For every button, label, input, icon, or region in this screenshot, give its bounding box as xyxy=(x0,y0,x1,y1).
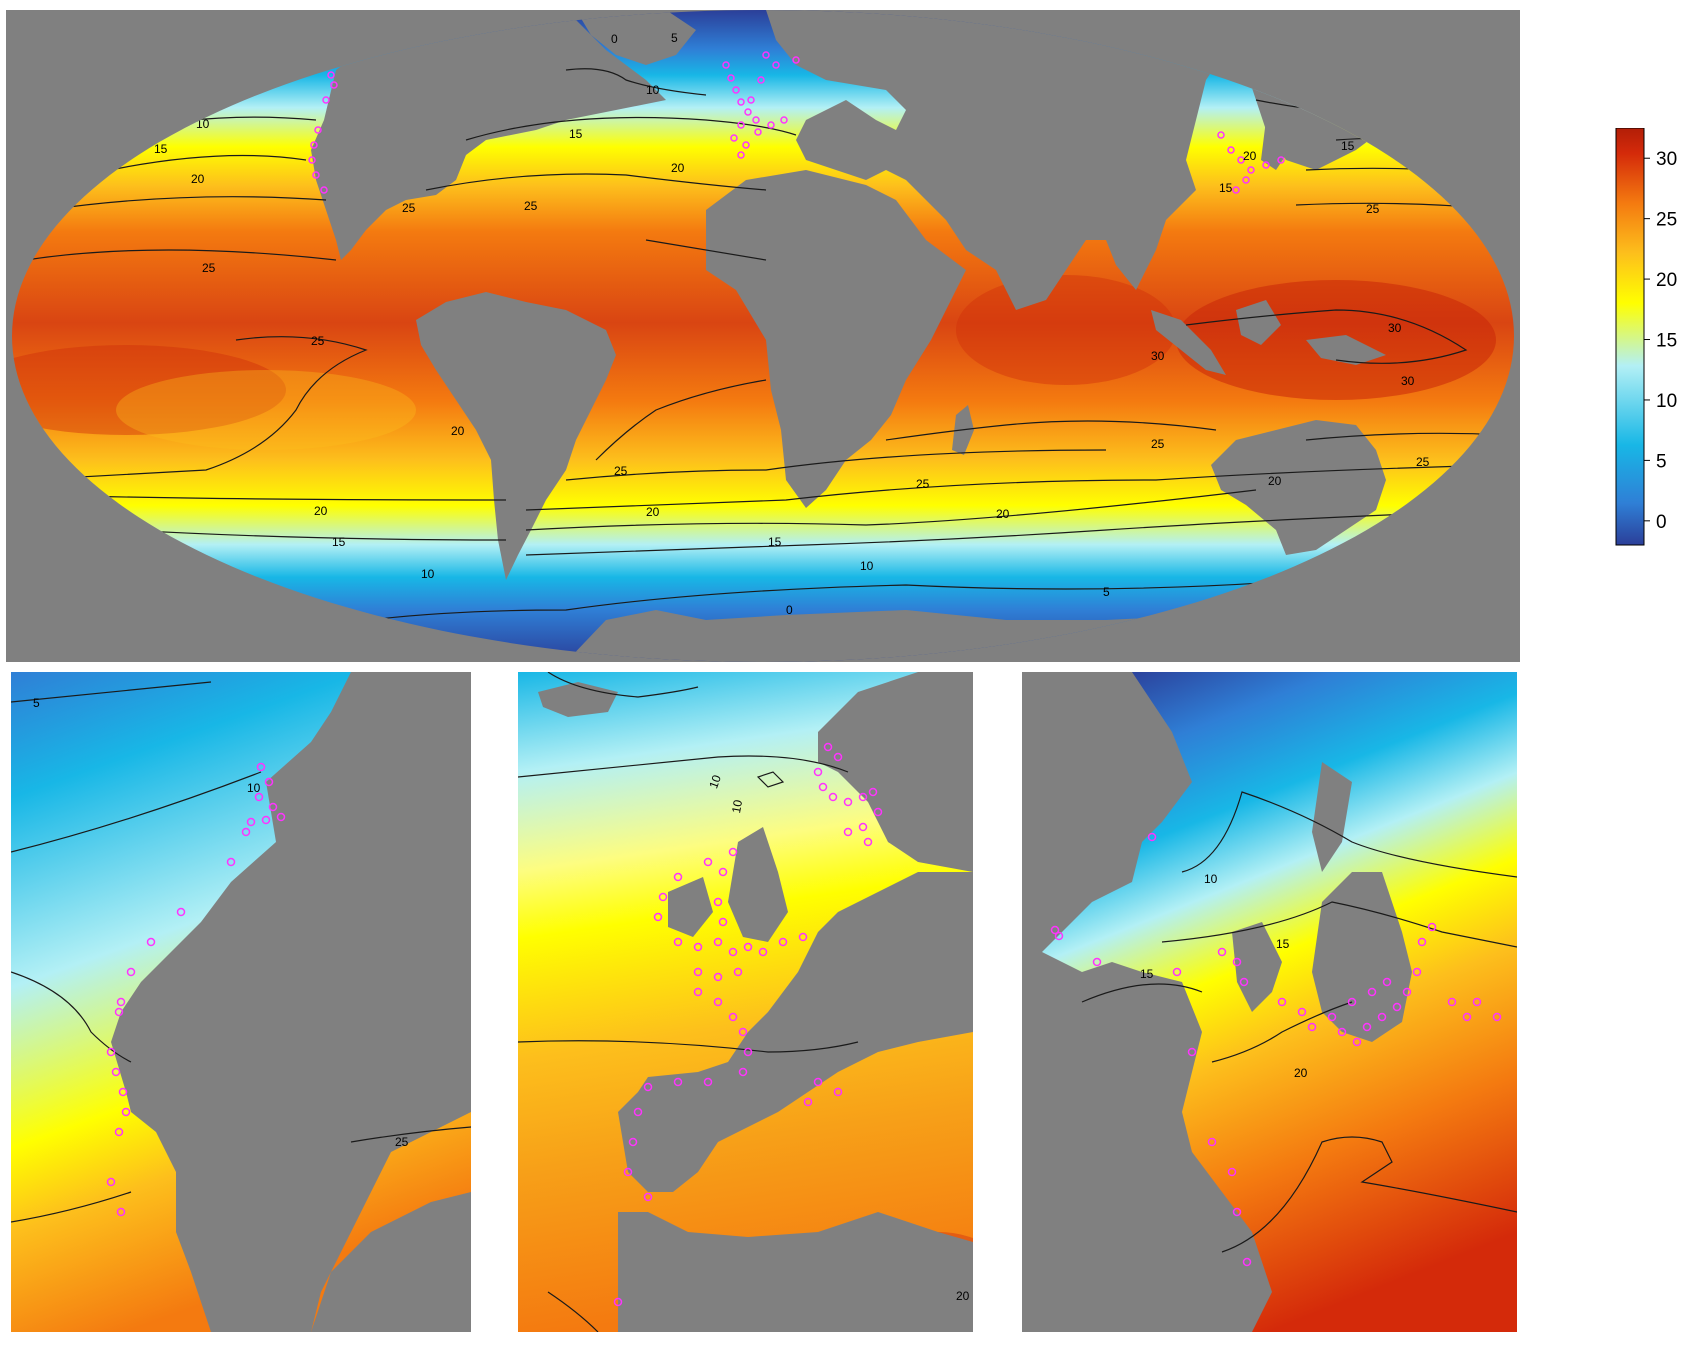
occurrence-points-world xyxy=(308,51,1285,194)
land-greenland xyxy=(576,10,696,65)
warm-pool-east-pacific xyxy=(12,345,286,435)
svg-text:10: 10 xyxy=(706,773,724,791)
land-new-guinea xyxy=(1306,335,1386,365)
inset-map-europe: 10 10 20 xyxy=(518,672,973,1332)
colorbar-tick-label: 0 xyxy=(1656,512,1667,533)
svg-text:30: 30 xyxy=(1401,374,1415,388)
svg-text:5: 5 xyxy=(1103,585,1110,599)
svg-text:15: 15 xyxy=(1219,181,1233,195)
occurrence-points-as xyxy=(1050,832,1502,1267)
warm-pool-indian xyxy=(956,275,1176,385)
land-africa xyxy=(706,170,966,508)
svg-text:15: 15 xyxy=(569,127,583,141)
colorbar-tick-label: 15 xyxy=(1656,331,1677,352)
land-asia-mainland xyxy=(1022,672,1272,1332)
contour-labels-na: 5 10 25 xyxy=(33,696,409,1149)
svg-text:15: 15 xyxy=(768,535,782,549)
land-scandinavia xyxy=(818,672,973,872)
svg-text:25: 25 xyxy=(916,477,930,491)
land-korea xyxy=(1232,922,1282,1012)
svg-text:20: 20 xyxy=(996,507,1010,521)
svg-text:30: 30 xyxy=(1388,321,1402,335)
svg-text:20: 20 xyxy=(956,1289,970,1303)
svg-text:20: 20 xyxy=(1268,474,1282,488)
svg-text:25: 25 xyxy=(524,199,538,213)
svg-text:25: 25 xyxy=(614,464,628,478)
svg-text:10: 10 xyxy=(1204,872,1218,886)
svg-text:20: 20 xyxy=(314,504,328,518)
temperature-colorbar: 30 25 20 15 10 5 0 xyxy=(1608,127,1700,548)
contour-lines xyxy=(1081,791,1517,1253)
svg-text:15: 15 xyxy=(1276,937,1290,951)
land-sakhalin xyxy=(1312,762,1352,872)
colorbar-ticks: 30 25 20 15 10 5 0 xyxy=(1644,149,1677,533)
svg-text:15: 15 xyxy=(154,142,168,156)
colorbar-tick-label: 20 xyxy=(1656,270,1677,291)
svg-text:5: 5 xyxy=(33,696,40,710)
contour-labels-eu: 10 10 20 xyxy=(706,773,969,1303)
svg-text:15: 15 xyxy=(332,535,346,549)
land-north-america-coast xyxy=(111,672,471,1332)
svg-text:25: 25 xyxy=(402,201,416,215)
land-africa-north xyxy=(618,1212,973,1332)
svg-text:25: 25 xyxy=(1416,455,1430,469)
svg-text:25: 25 xyxy=(1151,437,1165,451)
svg-text:20: 20 xyxy=(451,424,465,438)
cold-tongue-pacific xyxy=(116,370,416,450)
svg-text:0: 0 xyxy=(611,32,618,46)
occurrence-points-eu xyxy=(613,742,883,1307)
inset-map-east-asia: 10 15 15 20 xyxy=(1022,672,1517,1332)
svg-text:10: 10 xyxy=(247,781,261,795)
svg-text:10: 10 xyxy=(860,559,874,573)
svg-text:15: 15 xyxy=(1341,139,1355,153)
svg-text:20: 20 xyxy=(191,172,205,186)
svg-text:0: 0 xyxy=(786,603,793,617)
svg-text:25: 25 xyxy=(395,1135,409,1149)
colorbar-tick-label: 5 xyxy=(1656,451,1667,472)
svg-text:10: 10 xyxy=(646,83,660,97)
land-japan-main xyxy=(1312,872,1412,1042)
svg-text:15: 15 xyxy=(1140,967,1154,981)
contour-lines xyxy=(518,672,859,1332)
land-continental-europe xyxy=(618,872,973,1192)
land-ireland xyxy=(668,877,713,937)
svg-text:20: 20 xyxy=(1243,149,1257,163)
svg-text:20: 20 xyxy=(646,505,660,519)
land-great-britain xyxy=(728,827,788,942)
land-indonesia xyxy=(1151,310,1226,375)
world-map-panel: 5 5 5 0 10 10 10 15 15 15 20 20 25 25 25… xyxy=(6,10,1520,662)
colorbar-tick-label: 30 xyxy=(1656,149,1677,170)
svg-text:30: 30 xyxy=(1151,349,1165,363)
land-north-america xyxy=(311,10,666,260)
svg-text:25: 25 xyxy=(1366,202,1380,216)
land-japan xyxy=(1261,110,1296,170)
contour-lines xyxy=(11,681,471,1223)
svg-text:25: 25 xyxy=(311,334,325,348)
svg-text:5: 5 xyxy=(671,31,678,45)
contour-labels-as: 10 15 15 20 xyxy=(1140,872,1308,1080)
svg-text:10: 10 xyxy=(421,567,435,581)
land-cuba-region xyxy=(311,1192,471,1332)
inset-map-north-america: 5 10 25 xyxy=(11,672,471,1332)
colorbar-tick-label: 10 xyxy=(1656,391,1677,412)
land-australia xyxy=(1211,420,1386,555)
svg-text:25: 25 xyxy=(202,261,216,275)
svg-text:20: 20 xyxy=(1294,1066,1308,1080)
land-borneo xyxy=(1236,300,1281,345)
occurrence-points-na xyxy=(106,762,286,1217)
colorbar-ramp xyxy=(1615,127,1645,546)
land-eurasia xyxy=(766,10,1226,310)
land-taiwan xyxy=(1237,1267,1262,1317)
colorbar-tick-label: 25 xyxy=(1656,210,1677,231)
svg-text:10: 10 xyxy=(729,798,745,814)
land-south-america xyxy=(416,292,616,580)
svg-text:20: 20 xyxy=(671,161,685,175)
